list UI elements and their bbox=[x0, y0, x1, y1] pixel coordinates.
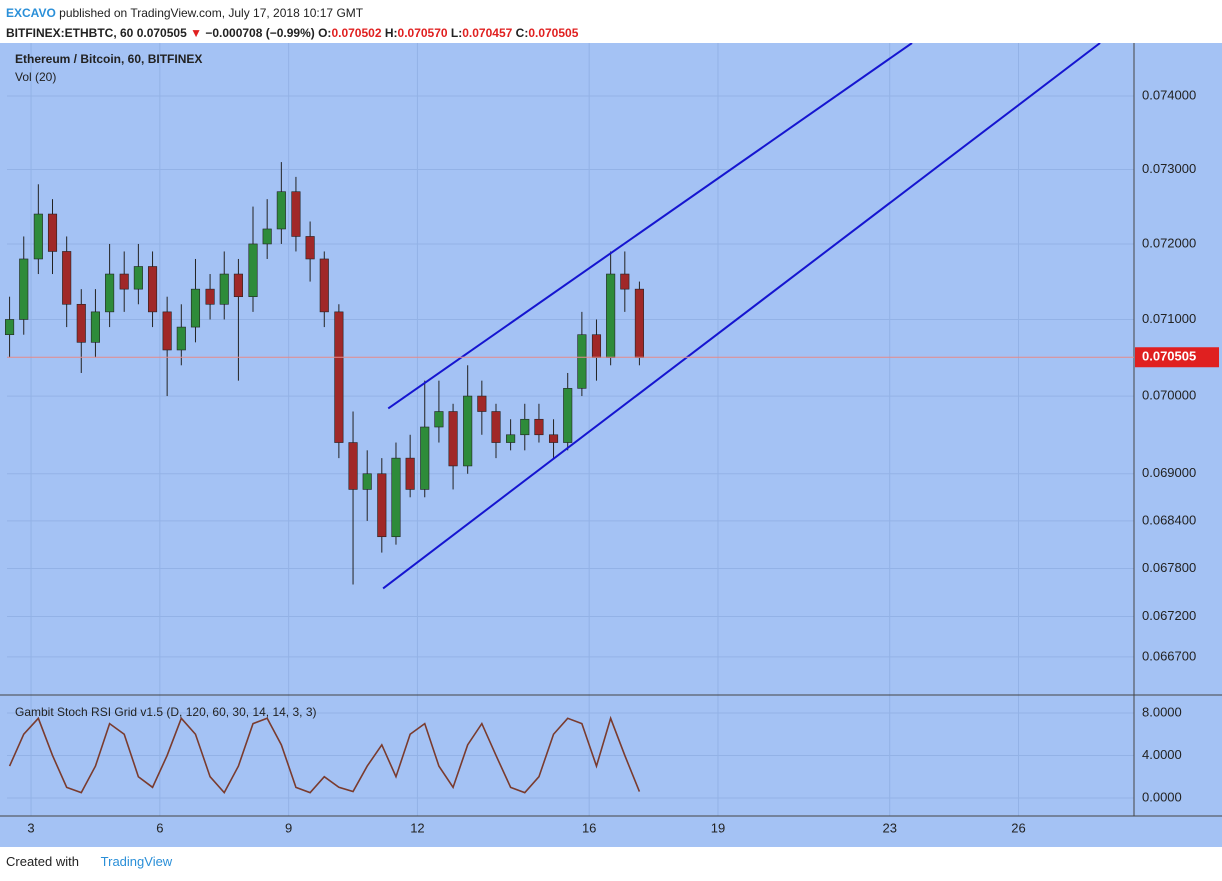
symbol: BITFINEX:ETHBTC, 60 bbox=[6, 26, 134, 40]
l-label: L: bbox=[450, 26, 463, 40]
candle-body bbox=[563, 388, 573, 443]
candle-body bbox=[190, 288, 201, 328]
candle-body bbox=[305, 236, 315, 260]
candle-body bbox=[62, 251, 72, 305]
candle-body bbox=[377, 473, 387, 538]
candle-body bbox=[362, 473, 372, 490]
change: −0.000708 (−0.99%) bbox=[205, 26, 315, 40]
candle-body bbox=[448, 411, 458, 467]
o-label: O: bbox=[318, 26, 332, 40]
y-tick-label: 0.073000 bbox=[1142, 161, 1196, 176]
h: 0.070570 bbox=[397, 26, 448, 40]
trend-line bbox=[387, 43, 913, 410]
candle-body bbox=[548, 434, 559, 443]
candle-body bbox=[276, 191, 286, 230]
candle-body bbox=[33, 213, 43, 260]
l: 0.070457 bbox=[462, 26, 513, 40]
candle-body bbox=[319, 258, 329, 313]
y-tick-label: 8.0000 bbox=[1142, 704, 1182, 719]
trend-line bbox=[382, 43, 1101, 590]
candle-body bbox=[348, 442, 358, 490]
brand[interactable]: TradingView bbox=[100, 854, 173, 869]
candle-body bbox=[47, 213, 58, 252]
candle-body bbox=[520, 418, 530, 436]
y-tick-label: 4.0000 bbox=[1142, 747, 1182, 762]
last: 0.070505 bbox=[136, 26, 187, 40]
chart-subtitle: Vol (20) bbox=[15, 70, 56, 84]
author[interactable]: EXCAVO bbox=[6, 6, 56, 20]
candle-body bbox=[119, 273, 129, 290]
chart: 0.066700 0.067200 0.067800 0.068400 0.069000… bbox=[0, 43, 1222, 847]
x-tick-label: 6 bbox=[156, 820, 163, 835]
background bbox=[0, 43, 1222, 847]
candle-body bbox=[534, 418, 544, 436]
candle-body bbox=[76, 303, 86, 343]
candle-body bbox=[133, 266, 143, 290]
candle-body bbox=[291, 191, 301, 237]
candle-body bbox=[176, 326, 186, 351]
c-label: C: bbox=[515, 26, 529, 40]
arrow: ▼ bbox=[190, 26, 202, 40]
x-tick-label: 3 bbox=[27, 820, 34, 835]
last-price-box bbox=[1135, 347, 1219, 368]
x-tick-label: 9 bbox=[285, 820, 292, 835]
x-tick-label: 23 bbox=[882, 820, 896, 835]
candle-body bbox=[5, 319, 15, 336]
header-line: EXCAVO published on TradingView.com, Jul… bbox=[6, 3, 578, 23]
candle-body bbox=[162, 311, 172, 351]
candle-body bbox=[420, 426, 430, 490]
candle-body bbox=[463, 395, 473, 467]
y-tick-label: 0.067200 bbox=[1142, 608, 1196, 623]
y-tick-label: 0.069000 bbox=[1142, 465, 1196, 480]
candle-body bbox=[506, 434, 516, 443]
x-tick-label: 12 bbox=[410, 820, 424, 835]
published: published on TradingView.com, July 17, 2… bbox=[59, 6, 364, 20]
x-tick-label: 16 bbox=[582, 820, 596, 835]
header: EXCAVO published on TradingView.com, Jul… bbox=[6, 3, 578, 43]
x-tick-label: 19 bbox=[711, 820, 725, 835]
y-tick-label: 0.072000 bbox=[1142, 235, 1196, 250]
y-tick-label: 0.067800 bbox=[1142, 560, 1196, 575]
created: Created with bbox=[6, 854, 79, 869]
candle-body bbox=[634, 288, 644, 358]
quote-line: BITFINEX:ETHBTC, 60 0.070505 ▼ −0.000708… bbox=[6, 23, 578, 43]
y-tick-label: 0.070000 bbox=[1142, 388, 1196, 403]
y-tick-label: 0.068400 bbox=[1142, 512, 1196, 527]
candle-body bbox=[591, 334, 602, 358]
o: 0.070502 bbox=[331, 26, 382, 40]
candle-body bbox=[620, 273, 630, 290]
candle-body bbox=[334, 311, 344, 443]
y-tick-label: 0.0000 bbox=[1142, 789, 1182, 804]
y-tick-label: 0.066700 bbox=[1142, 648, 1196, 663]
chart-title: Ethereum / Bitcoin, 60, BITFINEX bbox=[15, 52, 202, 66]
candle-body bbox=[262, 228, 272, 245]
candle-body bbox=[606, 273, 616, 358]
candle-body bbox=[147, 266, 158, 313]
last-price-label: 0.070505 bbox=[1142, 349, 1196, 364]
candle-body bbox=[477, 395, 487, 412]
candle-body bbox=[233, 273, 243, 298]
candle-body bbox=[391, 457, 401, 538]
candle-body bbox=[405, 457, 415, 490]
footer: Created with TradingView bbox=[6, 854, 172, 869]
y-tick-label: 0.071000 bbox=[1142, 311, 1196, 326]
candle-body bbox=[105, 273, 115, 313]
candle-body bbox=[19, 258, 29, 320]
h-label: H: bbox=[384, 26, 398, 40]
c: 0.070505 bbox=[528, 26, 579, 40]
candle-body bbox=[434, 411, 444, 428]
candle-body bbox=[577, 334, 587, 389]
candle-body bbox=[491, 411, 501, 443]
candle-body bbox=[205, 288, 215, 305]
y-tick-label: 0.074000 bbox=[1142, 87, 1196, 102]
candle-body bbox=[219, 273, 229, 305]
indicator-line bbox=[8, 715, 641, 795]
indicator-title: Gambit Stoch RSI Grid v1.5 (D, 120, 60, … bbox=[15, 705, 316, 719]
x-tick-label: 26 bbox=[1011, 820, 1025, 835]
candle-body bbox=[90, 311, 100, 343]
candle-body bbox=[248, 243, 258, 298]
